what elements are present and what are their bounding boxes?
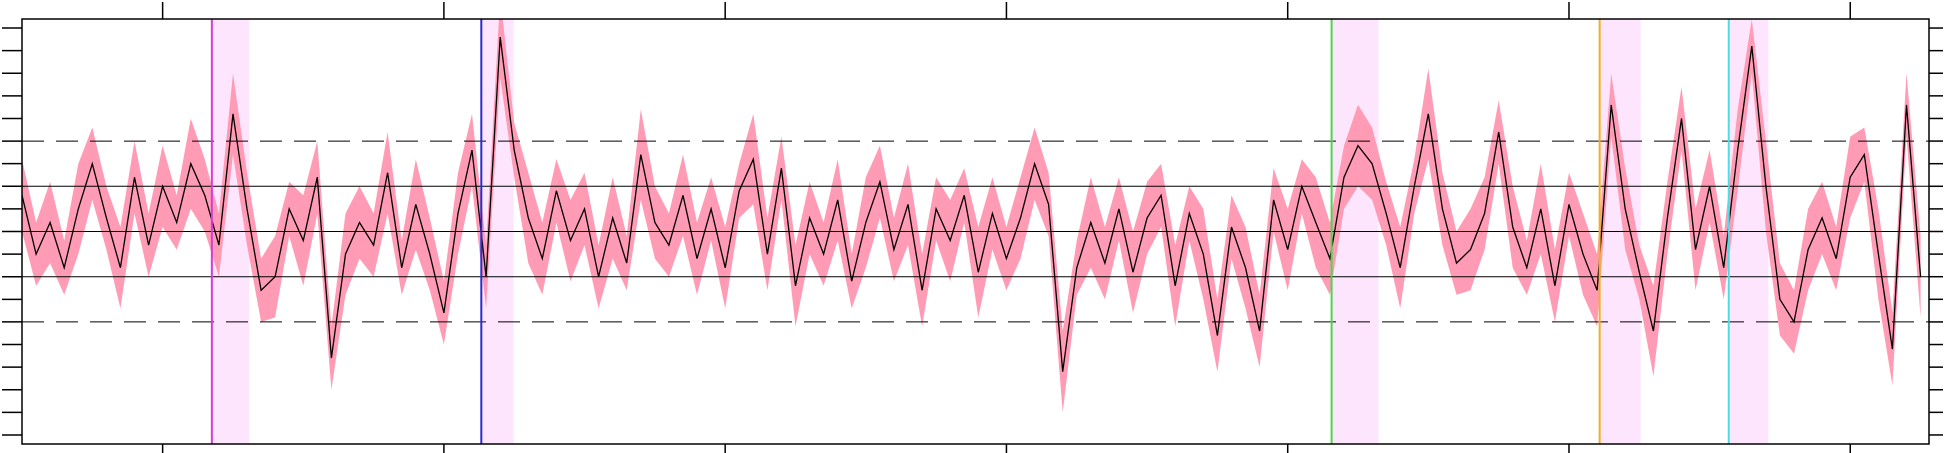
- series-line: [22, 37, 1922, 372]
- confidence-band: [22, 19, 1921, 413]
- plot-area: [22, 19, 1929, 444]
